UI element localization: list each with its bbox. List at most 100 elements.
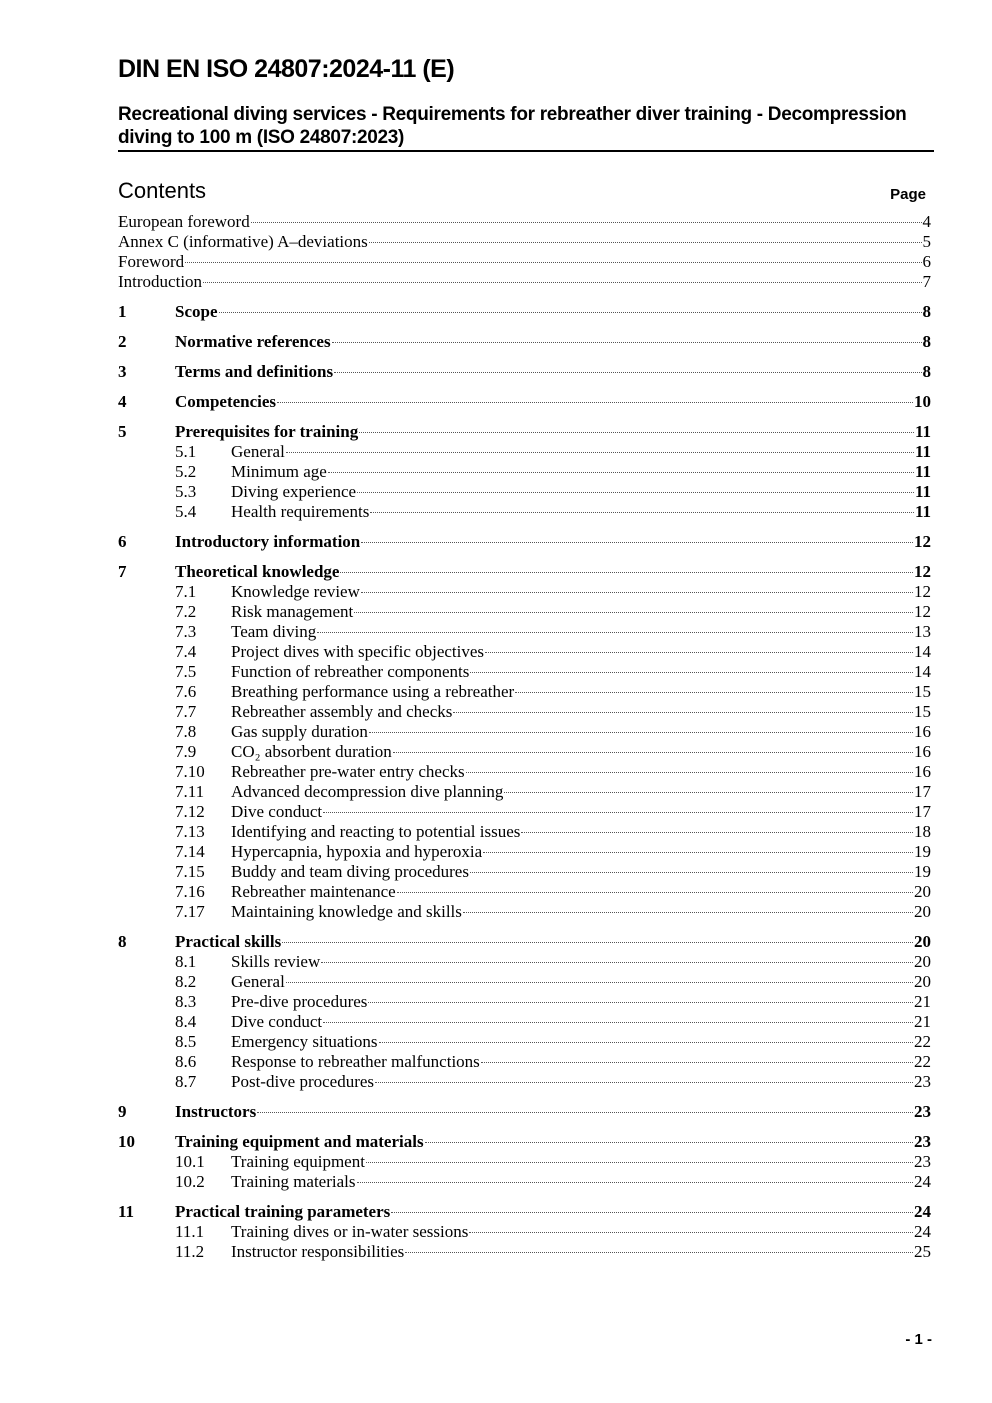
toc-entry[interactable]: 7.13 Identifying and reacting to potentia… (118, 822, 931, 842)
toc-entry-title[interactable]: Annex C (informative) A–deviations (118, 232, 368, 251)
toc-entry[interactable]: 8 Practical skills 20 (118, 932, 931, 952)
toc-entry-title[interactable]: Instructor responsibilities (231, 1242, 405, 1261)
toc-entry[interactable]: 8.2 General 20 (118, 972, 931, 992)
toc-entry[interactable]: 7.6 Breathing performance using a rebreat… (118, 682, 931, 702)
toc-entry-title[interactable]: General (231, 972, 285, 991)
toc-entry[interactable]: 2 Normative references 8 (118, 332, 931, 352)
toc-entry-title[interactable]: Theoretical knowledge (175, 562, 340, 581)
toc-entry-title[interactable]: General (231, 442, 285, 461)
toc-entry[interactable]: 5.4 Health requirements 11 (118, 502, 931, 522)
toc-entry[interactable]: 7.7 Rebreather assembly and checks 15 (118, 702, 931, 722)
toc-entry-title[interactable]: CO₂ absorbent duration (231, 742, 392, 761)
toc-entry-page[interactable]: 15 (914, 682, 931, 701)
toc-entry[interactable]: 8.5 Emergency situations 22 (118, 1032, 931, 1052)
toc-entry-title[interactable]: Buddy and team diving procedures (231, 862, 469, 881)
toc-entry[interactable]: Introduction 7 (118, 272, 931, 292)
toc-entry-page[interactable]: 16 (914, 742, 931, 761)
toc-entry-page[interactable]: 16 (914, 762, 931, 781)
toc-entry-title[interactable]: Pre-dive procedures (231, 992, 368, 1011)
toc-entry-title[interactable]: Competencies (175, 392, 277, 411)
toc-entry-title[interactable]: Project dives with specific objectives (231, 642, 485, 661)
toc-entry-page[interactable]: 19 (914, 862, 931, 881)
toc-entry-page[interactable]: 18 (914, 822, 931, 841)
toc-entry[interactable]: 7.12 Dive conduct 17 (118, 802, 931, 822)
toc-entry-title[interactable]: Post-dive procedures (231, 1072, 375, 1091)
toc-entry-title[interactable]: Introductory information (175, 532, 361, 551)
toc-entry-page[interactable]: 11 (914, 462, 931, 481)
toc-entry-title[interactable]: Instructors (175, 1102, 257, 1121)
toc-entry[interactable]: 7.9 CO₂ absorbent duration 16 (118, 742, 931, 762)
toc-entry-title[interactable]: Rebreather maintenance (231, 882, 396, 901)
toc-entry-title[interactable]: Identifying and reacting to potential is… (231, 822, 521, 841)
toc-entry-page[interactable]: 8 (922, 332, 932, 351)
toc-entry-title[interactable]: Team diving (231, 622, 317, 641)
toc-entry[interactable]: 8.3 Pre-dive procedures 21 (118, 992, 931, 1012)
toc-entry[interactable]: 5.1 General 11 (118, 442, 931, 462)
toc-entry[interactable]: 7.3 Team diving 13 (118, 622, 931, 642)
toc-entry[interactable]: 11.1 Training dives or in-water sessions 2… (118, 1222, 931, 1242)
toc-entry[interactable]: 7.4 Project dives with specific objective… (118, 642, 931, 662)
toc-entry-page[interactable]: 4 (922, 212, 932, 231)
toc-entry[interactable]: 8.6 Response to rebreather malfunctions 22 (118, 1052, 931, 1072)
toc-entry[interactable]: 7 Theoretical knowledge 12 (118, 562, 931, 582)
toc-entry-page[interactable]: 23 (914, 1072, 931, 1091)
toc-entry-page[interactable]: 21 (914, 992, 931, 1011)
toc-entry-title[interactable]: Hypercapnia, hypoxia and hyperoxia (231, 842, 483, 861)
toc-entry-title[interactable]: Training dives or in-water sessions (231, 1222, 469, 1241)
toc-entry[interactable]: 10 Training equipment and materials 23 (118, 1132, 931, 1152)
toc-entry[interactable]: 7.5 Function of rebreather components 14 (118, 662, 931, 682)
toc-entry-page[interactable]: 22 (914, 1052, 931, 1071)
toc-entry-title[interactable]: Dive conduct (231, 802, 323, 821)
toc-entry[interactable]: 7.11 Advanced decompression dive planning… (118, 782, 931, 802)
toc-entry-page[interactable]: 7 (922, 272, 932, 291)
toc-entry-title[interactable]: Health requirements (231, 502, 370, 521)
toc-entry-title[interactable]: Training materials (231, 1172, 356, 1191)
toc-entry-page[interactable]: 11 (914, 422, 931, 441)
toc-entry-title[interactable]: Risk management (231, 602, 354, 621)
toc-entry-page[interactable]: 10 (914, 392, 931, 411)
toc-entry-page[interactable]: 12 (914, 532, 931, 551)
toc-entry[interactable]: 7.2 Risk management 12 (118, 602, 931, 622)
toc-entry[interactable]: 7.16 Rebreather maintenance 20 (118, 882, 931, 902)
toc-entry-page[interactable]: 24 (914, 1172, 931, 1191)
toc-entry-page[interactable]: 11 (914, 482, 931, 501)
toc-entry-page[interactable]: 8 (922, 302, 932, 321)
toc-entry-title[interactable]: Practical skills (175, 932, 282, 951)
toc-entry-title[interactable]: Rebreather assembly and checks (231, 702, 453, 721)
toc-entry-title[interactable]: Scope (175, 302, 218, 321)
toc-entry-title[interactable]: Skills review (231, 952, 321, 971)
toc-entry-page[interactable]: 14 (914, 642, 931, 661)
toc-entry[interactable]: Foreword 6 (118, 252, 931, 272)
toc-entry-page[interactable]: 19 (914, 842, 931, 861)
toc-entry[interactable]: 8.7 Post-dive procedures 23 (118, 1072, 931, 1092)
toc-entry-title[interactable]: European foreword (118, 212, 250, 231)
toc-entry-title[interactable]: Training equipment (231, 1152, 365, 1171)
toc-entry-page[interactable]: 5 (922, 232, 932, 251)
toc-entry-page[interactable]: 20 (914, 902, 931, 921)
toc-entry[interactable]: 7.15 Buddy and team diving procedures 19 (118, 862, 931, 882)
toc-entry[interactable]: 11.2 Instructor responsibilities 25 (118, 1242, 931, 1262)
toc-entry-title[interactable]: Diving experience (231, 482, 357, 501)
toc-entry-page[interactable]: 20 (914, 972, 931, 991)
toc-entry-page[interactable]: 15 (914, 702, 931, 721)
toc-entry-title[interactable]: Prerequisites for training (175, 422, 359, 441)
toc-entry[interactable]: 6 Introductory information 12 (118, 532, 931, 552)
toc-entry-title[interactable]: Minimum age (231, 462, 327, 481)
toc-entry-page[interactable]: 12 (914, 602, 931, 621)
toc-entry-page[interactable]: 21 (914, 1012, 931, 1031)
toc-entry-title[interactable]: Function of rebreather components (231, 662, 470, 681)
toc-entry-page[interactable]: 23 (914, 1152, 931, 1171)
toc-entry-title[interactable]: Knowledge review (231, 582, 360, 601)
toc-entry[interactable]: 7.14 Hypercapnia, hypoxia and hyperoxia 19 (118, 842, 931, 862)
toc-entry-title[interactable]: Rebreather pre-water entry checks (231, 762, 465, 781)
toc-entry[interactable]: 3 Terms and definitions 8 (118, 362, 931, 382)
toc-entry-title[interactable]: Response to rebreather malfunctions (231, 1052, 480, 1071)
toc-entry[interactable]: 1 Scope 8 (118, 302, 931, 322)
toc-entry-title[interactable]: Terms and definitions (175, 362, 334, 381)
toc-entry-page[interactable]: 20 (914, 952, 931, 971)
toc-entry[interactable]: Annex C (informative) A–deviations 5 (118, 232, 931, 252)
toc-entry-title[interactable]: Practical training parameters (175, 1202, 391, 1221)
toc-entry-title[interactable]: Maintaining knowledge and skills (231, 902, 462, 921)
toc-entry-page[interactable]: 17 (914, 782, 931, 801)
toc-entry-page[interactable]: 20 (914, 882, 931, 901)
